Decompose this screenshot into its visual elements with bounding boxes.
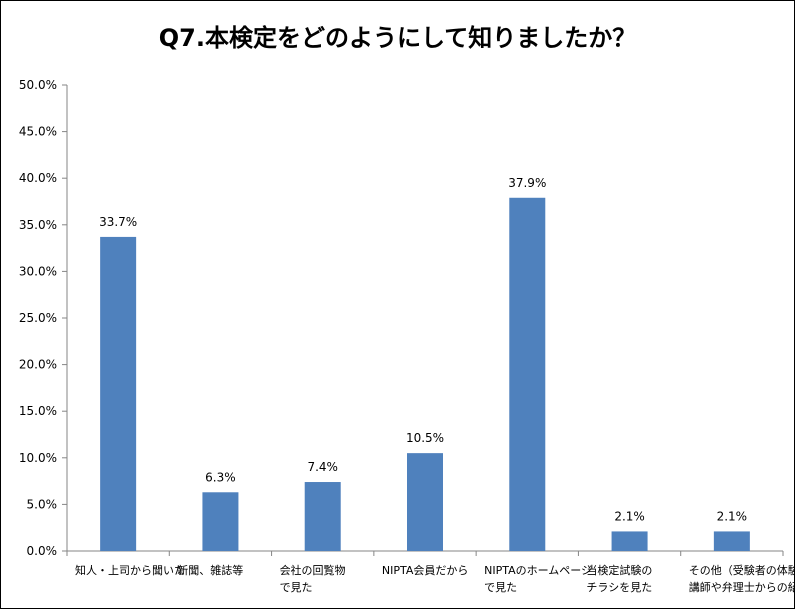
bar <box>304 482 341 551</box>
data-label: 2.1% <box>717 509 748 523</box>
y-tick-label: 25.0% <box>19 311 57 325</box>
category-label: NIPTAのホームページ <box>484 564 592 577</box>
category-label: で見た <box>280 581 313 594</box>
y-tick-label: 5.0% <box>27 497 58 511</box>
category-label: 知人・上司から聞いた <box>75 563 185 577</box>
y-tick-label: 50.0% <box>19 78 57 92</box>
bar <box>202 492 239 551</box>
data-label: 2.1% <box>614 509 645 523</box>
category-label: チラシを見た <box>586 581 652 594</box>
bar <box>100 236 137 551</box>
bar <box>713 531 750 551</box>
y-tick-label: 15.0% <box>19 404 57 418</box>
category-label: で見た <box>484 581 517 594</box>
data-label: 33.7% <box>99 215 137 229</box>
y-tick-label: 20.0% <box>19 358 57 372</box>
y-tick-label: 45.0% <box>19 125 57 139</box>
category-label: 当検定試験の <box>586 563 652 577</box>
y-tick-label: 0.0% <box>27 544 58 558</box>
data-label: 10.5% <box>406 431 444 445</box>
category-label: 講師や弁理士からの紹介等） <box>689 580 795 594</box>
data-label: 6.3% <box>205 470 236 484</box>
y-tick-label: 10.0% <box>19 451 57 465</box>
category-label: 新聞、雑誌等 <box>177 563 243 577</box>
bar <box>407 453 443 551</box>
y-tick-label: 35.0% <box>19 218 57 232</box>
category-label: その他（受験者の体験談を見た、 <box>689 563 795 577</box>
y-tick-label: 40.0% <box>19 171 57 185</box>
y-tick-label: 30.0% <box>19 264 57 278</box>
category-label: 会社の回覧物 <box>280 563 346 577</box>
chart-title: Q7.本検定をどのようにして知りましたか？ <box>158 24 637 52</box>
bar <box>611 531 648 551</box>
bar <box>509 197 546 551</box>
data-label: 7.4% <box>307 460 338 474</box>
category-label: NIPTA会員だから <box>382 564 469 577</box>
data-label: 37.9% <box>508 176 546 190</box>
